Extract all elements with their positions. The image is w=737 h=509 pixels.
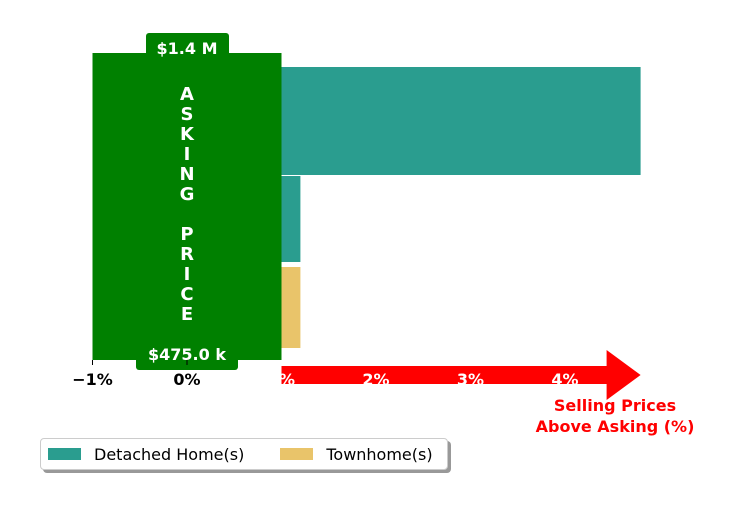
price-top-label: $1.4 M [157, 39, 218, 58]
asking-price-letter: A [180, 84, 194, 105]
asking-price-letter: I [184, 144, 191, 165]
legend-label-townhome: Townhome(s) [326, 444, 433, 464]
legend-swatch-detached [48, 448, 81, 460]
price-top-badge [146, 33, 229, 61]
asking-price-panel [92, 53, 282, 360]
x-tick-label: −1% [72, 370, 113, 389]
bar-townhome-1 [281, 267, 301, 348]
bar-detached-0 [281, 67, 641, 175]
legend-label-detached: Detached Home(s) [94, 444, 245, 464]
axis-arrow [281, 350, 641, 400]
x-tick-label: 1% [268, 370, 295, 389]
asking-price-letter: P [180, 224, 193, 245]
asking-price-letter: S [181, 104, 194, 125]
asking-price-letter: K [180, 124, 195, 145]
bar-detached-1 [281, 176, 301, 262]
bars-layer [281, 67, 641, 348]
legend-swatch-townhome [280, 448, 314, 460]
price-bottom-label: $475.0 k [148, 345, 226, 364]
legend-item-detached: Detached Home(s) [48, 445, 244, 464]
asking-price-letter: C [180, 284, 193, 305]
asking-price-letter: R [180, 244, 194, 265]
x-axis-title-line: Above Asking (%) [536, 417, 695, 436]
price-bottom-badge [136, 341, 238, 370]
x-tick-label: 3% [457, 370, 484, 389]
x-tick-label: 2% [362, 370, 389, 389]
legend-item-townhome: Townhome(s) [280, 444, 433, 464]
legend: Detached Home(s) Townhome(s) [40, 438, 448, 470]
asking-price-letter: I [184, 264, 191, 285]
x-tick-label: 4% [551, 370, 578, 389]
x-tick-label: 0% [173, 370, 200, 389]
asking-price-letter: G [180, 184, 195, 205]
asking-price-letter: N [179, 164, 194, 185]
asking-price-letter: E [181, 304, 193, 325]
x-axis: −1% 0% 1% 2% 3% 4% Selling Prices Above Asking … [72, 350, 694, 436]
x-axis-title-line: Selling Prices [554, 396, 676, 415]
